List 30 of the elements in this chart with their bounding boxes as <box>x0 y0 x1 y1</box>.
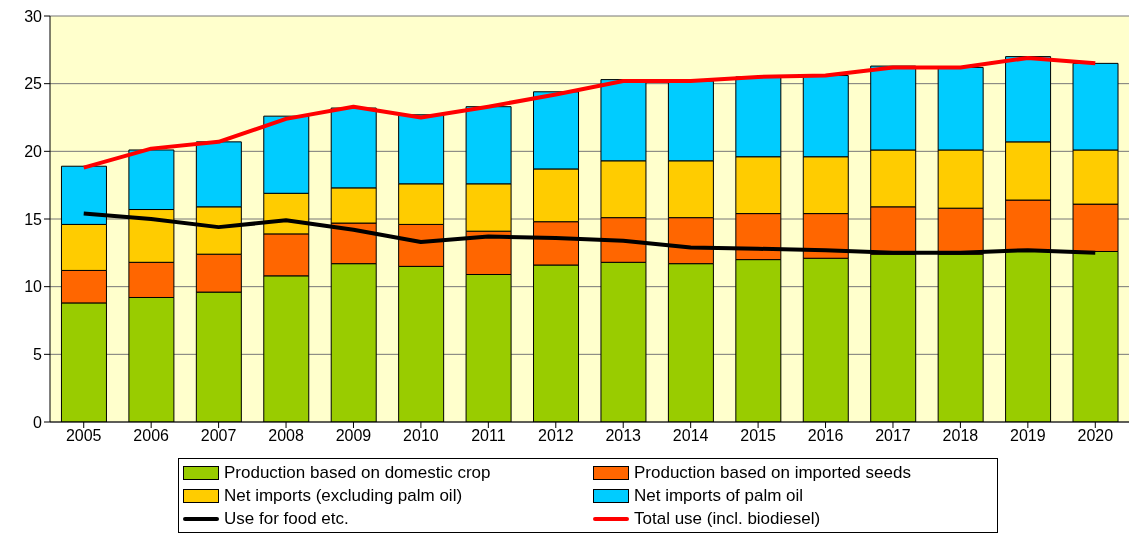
y-tick-label: 30 <box>24 7 43 25</box>
x-tick-label: 2019 <box>1010 427 1046 445</box>
y-tick-label: 0 <box>33 413 43 431</box>
y-tick-label: 15 <box>24 210 43 228</box>
x-tick-label: 2014 <box>672 427 709 445</box>
x-tick-label: 2020 <box>1077 427 1114 445</box>
x-tick-label: 2011 <box>471 427 506 445</box>
x-tick-label: 2008 <box>268 427 304 445</box>
x-tick-label: 2005 <box>65 427 102 445</box>
legend-label: Production based on imported seeds <box>634 462 911 483</box>
x-tick-label: 2018 <box>942 427 979 445</box>
y-tick-label: 10 <box>24 278 43 296</box>
x-tick-label: 2012 <box>537 427 574 445</box>
legend-label: Use for food etc. <box>224 508 349 529</box>
y-tick-label: 5 <box>33 346 43 364</box>
legend-label: Production based on domestic crop <box>224 462 491 483</box>
x-tick-label: 2009 <box>335 427 372 445</box>
legend-label: Net imports (excluding palm oil) <box>224 485 463 506</box>
x-tick-label: 2006 <box>133 427 170 445</box>
x-tick-label: 2017 <box>875 427 911 445</box>
x-tick-label: 2007 <box>200 427 237 445</box>
x-tick-label: 2010 <box>403 427 439 445</box>
x-tick-label: 2013 <box>605 427 642 445</box>
x-tick-label: 2016 <box>807 427 844 445</box>
legend-label: Total use (incl. biodiesel) <box>634 508 821 529</box>
y-tick-label: 20 <box>24 143 43 161</box>
y-tick-label: 25 <box>24 75 43 93</box>
line-series <box>81 55 1098 170</box>
legend-label: Net imports of palm oil <box>634 485 804 506</box>
x-tick-label: 2015 <box>740 427 776 445</box>
